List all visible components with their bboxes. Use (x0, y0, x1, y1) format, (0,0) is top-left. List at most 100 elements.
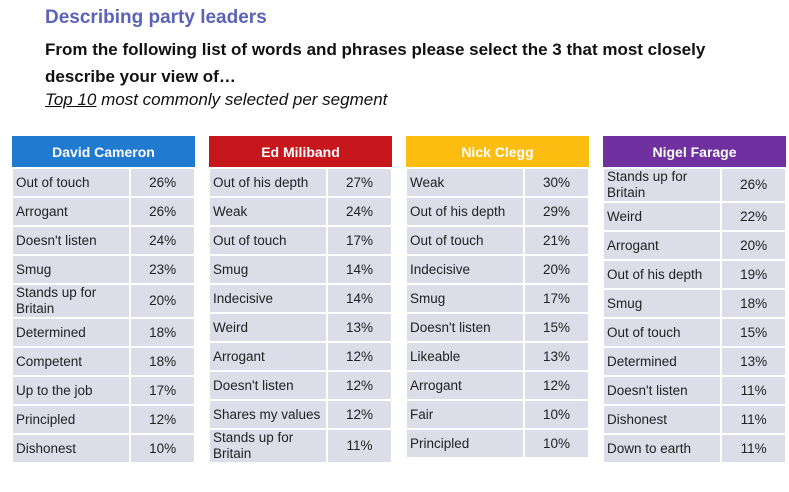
descriptor-label: Out of his depth (207, 167, 329, 198)
table-row: Stands up for Britain 20% (10, 283, 196, 319)
descriptor-percent: 12% (326, 370, 393, 401)
descriptor-percent: 12% (326, 341, 393, 372)
descriptor-percent: 30% (523, 167, 590, 198)
descriptor-percent: 13% (720, 346, 787, 377)
table-row: Out of touch 21% (404, 225, 590, 256)
table-row: Arrogant 12% (404, 370, 590, 401)
table-row: Weak 30% (404, 167, 590, 198)
table-row: Principled 12% (10, 404, 196, 435)
table-row: Indecisive 20% (404, 254, 590, 285)
descriptor-percent: 21% (523, 225, 590, 256)
descriptor-label: Out of touch (601, 317, 723, 348)
leader-name-header: David Cameron (12, 136, 195, 168)
subtitle-text: most commonly selected per segment (96, 90, 388, 109)
descriptor-percent: 24% (129, 225, 196, 256)
leader-name-header: Nigel Farage (603, 136, 786, 168)
descriptor-percent: 26% (129, 196, 196, 227)
descriptor-label: Out of his depth (404, 196, 526, 227)
table-row: Determined 13% (601, 346, 787, 377)
descriptor-label: Competent (10, 346, 132, 377)
descriptor-percent: 20% (129, 283, 196, 319)
table-row: Smug 18% (601, 288, 787, 319)
table-row: Doesn't listen 11% (601, 375, 787, 406)
descriptor-label: Arrogant (404, 370, 526, 401)
descriptor-label: Indecisive (404, 254, 526, 285)
descriptor-percent: 12% (326, 399, 393, 430)
descriptor-percent: 11% (326, 428, 393, 464)
descriptor-percent: 18% (129, 317, 196, 348)
descriptor-label: Out of touch (404, 225, 526, 256)
descriptor-label: Principled (10, 404, 132, 435)
leader-table: Nick Clegg Weak 30% Out of his depth 29% Out … (404, 136, 590, 459)
descriptor-percent: 10% (129, 433, 196, 464)
descriptor-label: Dishonest (10, 433, 132, 464)
descriptor-percent: 10% (523, 399, 590, 430)
table-row: Out of his depth 19% (601, 259, 787, 290)
leader-name-header: Nick Clegg (406, 136, 589, 168)
descriptor-percent: 17% (523, 283, 590, 314)
table-row: Stands up for Britain 26% (601, 167, 787, 203)
table-row: Stands up for Britain 11% (207, 428, 393, 464)
table-row: Doesn't listen 12% (207, 370, 393, 401)
descriptor-label: Out of touch (10, 167, 132, 198)
descriptor-label: Stands up for Britain (10, 283, 132, 319)
descriptor-percent: 14% (326, 283, 393, 314)
survey-question: From the following list of words and phr… (45, 40, 706, 86)
descriptor-label: Stands up for Britain (601, 167, 723, 203)
descriptor-label: Stands up for Britain (207, 428, 329, 464)
table-row: Dishonest 10% (10, 433, 196, 464)
table-row: Doesn't listen 15% (404, 312, 590, 343)
subtitle: Top 10 most commonly selected per segmen… (45, 90, 387, 110)
descriptor-percent: 11% (720, 375, 787, 406)
leader-table: David Cameron Out of touch 26% Arrogant 26% D… (10, 136, 196, 464)
descriptor-label: Fair (404, 399, 526, 430)
table-row: Out of touch 26% (10, 167, 196, 198)
descriptor-label: Arrogant (10, 196, 132, 227)
descriptor-percent: 13% (326, 312, 393, 343)
page-title: Describing party leaders (45, 7, 267, 28)
subtitle-emphasis: Top 10 (45, 90, 97, 109)
descriptor-label: Smug (601, 288, 723, 319)
descriptor-label: Out of his depth (601, 259, 723, 290)
descriptor-percent: 18% (129, 346, 196, 377)
descriptor-label: Doesn't listen (207, 370, 329, 401)
descriptor-percent: 19% (720, 259, 787, 290)
table-row: Shares my values 12% (207, 399, 393, 430)
descriptor-label: Arrogant (601, 230, 723, 261)
table-row: Smug 23% (10, 254, 196, 285)
table-row: Fair 10% (404, 399, 590, 430)
table-row: Up to the job 17% (10, 375, 196, 406)
descriptor-label: Smug (404, 283, 526, 314)
table-row: Out of his depth 27% (207, 167, 393, 198)
descriptor-label: Arrogant (207, 341, 329, 372)
descriptor-percent: 26% (129, 167, 196, 198)
descriptor-percent: 17% (326, 225, 393, 256)
descriptor-label: Up to the job (10, 375, 132, 406)
descriptor-percent: 11% (720, 433, 787, 464)
descriptor-percent: 15% (523, 312, 590, 343)
descriptor-percent: 22% (720, 201, 787, 232)
table-row: Out of touch 17% (207, 225, 393, 256)
descriptor-label: Smug (207, 254, 329, 285)
leader-name-header: Ed Miliband (209, 136, 392, 168)
descriptor-percent: 17% (129, 375, 196, 406)
table-row: Arrogant 26% (10, 196, 196, 227)
descriptor-label: Determined (601, 346, 723, 377)
descriptor-percent: 20% (720, 230, 787, 261)
descriptor-percent: 12% (523, 370, 590, 401)
table-row: Arrogant 12% (207, 341, 393, 372)
descriptor-label: Smug (10, 254, 132, 285)
table-row: Down to earth 11% (601, 433, 787, 464)
descriptor-label: Down to earth (601, 433, 723, 464)
table-row: Dishonest 11% (601, 404, 787, 435)
table-row: Weird 13% (207, 312, 393, 343)
descriptor-label: Doesn't listen (10, 225, 132, 256)
descriptor-label: Determined (10, 317, 132, 348)
table-row: Out of touch 15% (601, 317, 787, 348)
table-row: Arrogant 20% (601, 230, 787, 261)
table-row: Doesn't listen 24% (10, 225, 196, 256)
descriptor-percent: 11% (720, 404, 787, 435)
table-row: Weak 24% (207, 196, 393, 227)
descriptor-label: Weird (207, 312, 329, 343)
descriptor-percent: 24% (326, 196, 393, 227)
